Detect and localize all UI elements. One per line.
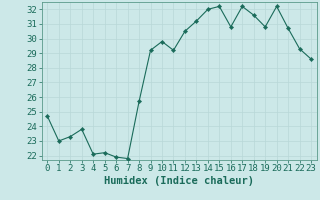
X-axis label: Humidex (Indice chaleur): Humidex (Indice chaleur) xyxy=(104,176,254,186)
